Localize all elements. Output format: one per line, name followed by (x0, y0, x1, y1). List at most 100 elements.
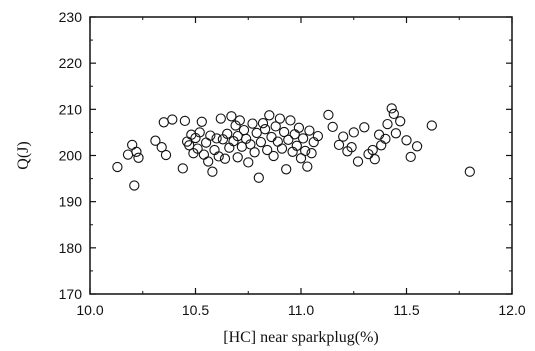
data-point (179, 115, 191, 127)
data-points (112, 103, 475, 191)
data-point (215, 113, 226, 124)
data-point (177, 163, 188, 174)
x-axis-label: [HC] near sparkplug(%) (223, 329, 379, 346)
data-point (266, 131, 277, 143)
data-point (245, 139, 256, 150)
data-point (253, 172, 264, 183)
y-tick-label: 220 (59, 55, 83, 71)
data-point (283, 134, 294, 145)
data-point (380, 133, 391, 145)
data-point (122, 149, 134, 160)
data-point (297, 133, 309, 144)
data-point (129, 180, 140, 191)
data-point (133, 152, 144, 163)
data-point (405, 151, 416, 163)
data-point (464, 166, 475, 177)
data-point (411, 141, 423, 152)
data-point (112, 161, 123, 173)
x-tick-label: 12.0 (498, 302, 525, 318)
x-tick-label: 10.5 (182, 302, 209, 318)
data-point (390, 128, 402, 139)
data-point (304, 125, 315, 136)
data-point (281, 164, 292, 175)
data-point (131, 146, 142, 157)
data-point (352, 156, 364, 167)
data-point (198, 149, 210, 160)
data-point (167, 114, 178, 125)
data-point (222, 128, 233, 139)
x-tick-label: 11.0 (288, 302, 314, 318)
data-point (234, 115, 245, 126)
data-point (323, 109, 334, 121)
data-point (346, 142, 357, 153)
data-point (289, 129, 300, 140)
data-point (238, 124, 250, 136)
y-tick-label: 200 (59, 148, 83, 164)
y-tick-label: 180 (59, 240, 83, 256)
y-tick-label: 190 (59, 194, 83, 210)
data-point (386, 103, 397, 114)
data-point (207, 166, 218, 177)
data-point (359, 122, 370, 133)
data-point (395, 116, 406, 127)
data-point (127, 139, 138, 151)
data-point (276, 143, 288, 154)
data-point (302, 161, 313, 172)
data-point (226, 111, 237, 122)
y-tick-label: 170 (59, 286, 83, 302)
data-point (213, 151, 224, 162)
data-point (306, 148, 317, 159)
data-point (300, 145, 311, 157)
plot-frame (89, 16, 513, 295)
data-point (348, 127, 359, 138)
data-point (278, 126, 290, 138)
data-point (247, 118, 258, 129)
data-point (327, 121, 338, 133)
data-point (259, 124, 271, 135)
data-point (272, 136, 283, 147)
plot-area (89, 16, 513, 295)
data-point (205, 130, 216, 141)
data-point (209, 144, 220, 156)
data-point (211, 133, 222, 144)
data-point (388, 108, 399, 120)
data-point (264, 110, 275, 121)
data-point (192, 143, 203, 154)
data-point (426, 120, 437, 131)
data-point (249, 147, 260, 158)
data-point (232, 152, 243, 163)
data-point (255, 136, 267, 148)
x-axis: 10.0 10.5 11.0 11.5 12.0 (76, 17, 526, 318)
data-point (251, 127, 262, 139)
data-point (243, 157, 254, 168)
data-point (160, 149, 172, 161)
x-tick-label: 10.0 (76, 302, 103, 318)
data-point (312, 130, 324, 142)
data-point (268, 150, 279, 162)
data-point (285, 115, 296, 126)
data-point (293, 122, 305, 133)
data-point (274, 113, 286, 124)
data-point (194, 127, 205, 138)
data-point (219, 153, 231, 164)
y-tick-label: 210 (59, 101, 83, 117)
y-axis: 170 180 190 200 210 220 230 (59, 9, 512, 302)
data-point (382, 118, 393, 130)
data-point (196, 116, 207, 127)
data-point (270, 121, 281, 132)
data-point (200, 137, 212, 148)
data-point (262, 144, 273, 156)
x-tick-label: 11.5 (393, 302, 419, 318)
data-point (291, 140, 302, 151)
data-point (373, 129, 385, 140)
data-point (150, 135, 161, 146)
data-point (333, 139, 345, 151)
data-point (224, 142, 235, 153)
data-point (401, 135, 412, 146)
data-point (376, 140, 387, 151)
data-point (156, 142, 167, 153)
y-tick-label: 230 (59, 9, 83, 25)
data-point (203, 156, 214, 167)
data-point (369, 154, 380, 165)
